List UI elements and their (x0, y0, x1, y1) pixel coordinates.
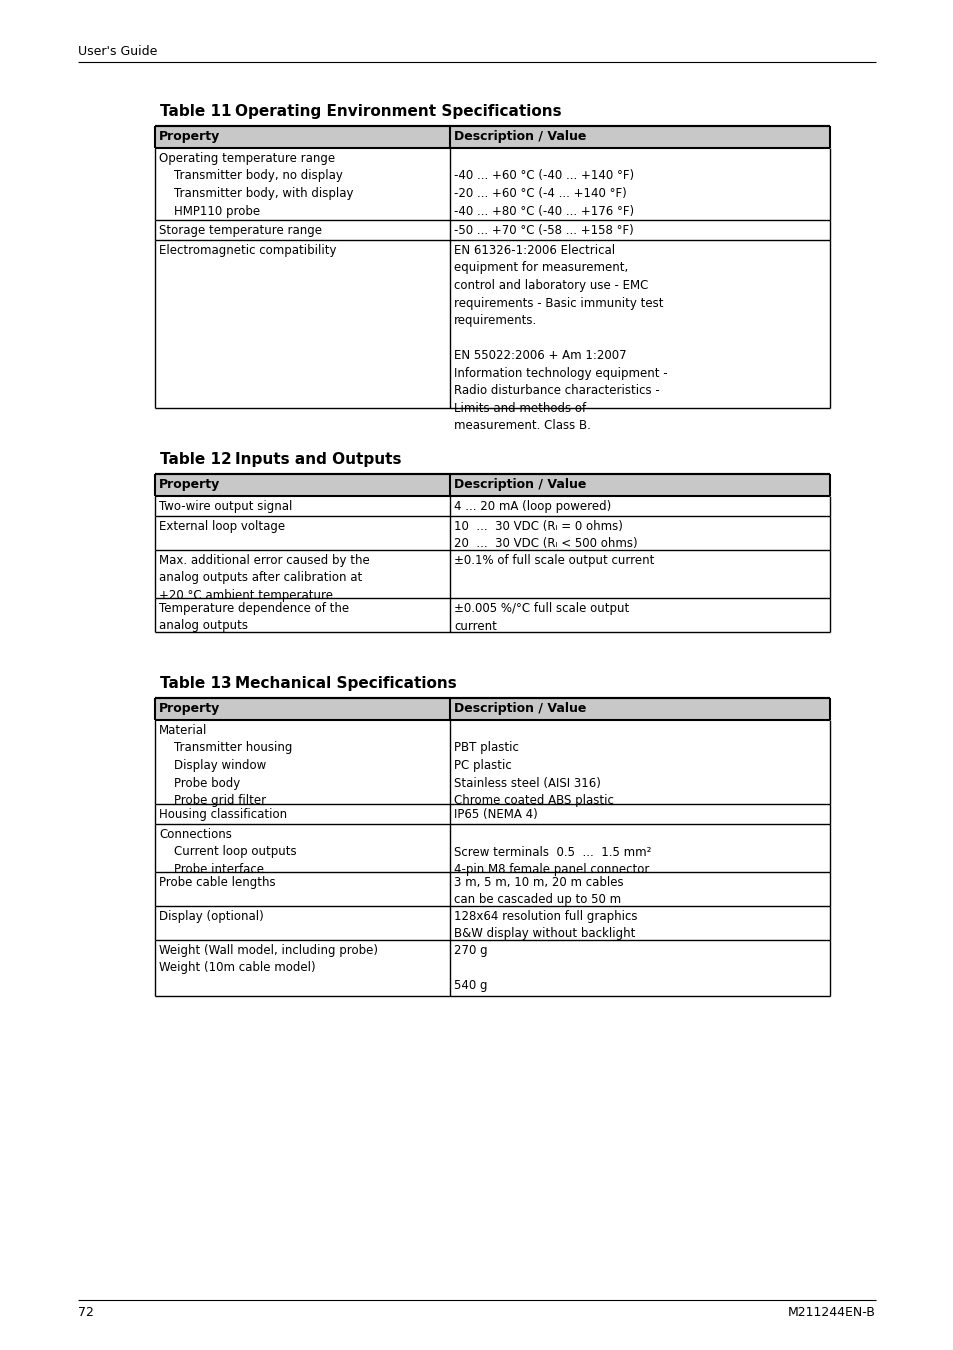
Text: EN 61326-1:2006 Electrical
equipment for measurement,
control and laboratory use: EN 61326-1:2006 Electrical equipment for… (454, 244, 667, 432)
Text: 128x64 resolution full graphics
B&W display without backlight: 128x64 resolution full graphics B&W disp… (454, 910, 637, 941)
Text: -50 ... +70 °C (-58 ... +158 °F): -50 ... +70 °C (-58 ... +158 °F) (454, 224, 633, 238)
Text: Operating temperature range
    Transmitter body, no display
    Transmitter bod: Operating temperature range Transmitter … (159, 153, 354, 217)
Text: -40 ... +60 °C (-40 ... +140 °F)
-20 ... +60 °C (-4 ... +140 °F)
-40 ... +80 °C : -40 ... +60 °C (-40 ... +140 °F) -20 ...… (454, 153, 634, 217)
Text: Table 12: Table 12 (160, 452, 232, 467)
Text: Property: Property (159, 478, 220, 491)
Text: Weight (Wall model, including probe)
Weight (10m cable model): Weight (Wall model, including probe) Wei… (159, 944, 377, 975)
Text: Connections
    Current loop outputs
    Probe interface: Connections Current loop outputs Probe i… (159, 828, 296, 876)
Text: 4 ... 20 mA (loop powered): 4 ... 20 mA (loop powered) (454, 500, 611, 513)
Text: Inputs and Outputs: Inputs and Outputs (234, 452, 401, 467)
Text: 3 m, 5 m, 10 m, 20 m cables
can be cascaded up to 50 m: 3 m, 5 m, 10 m, 20 m cables can be casca… (454, 876, 623, 906)
Text: Mechanical Specifications: Mechanical Specifications (234, 676, 456, 691)
Text: ±0.1% of full scale output current: ±0.1% of full scale output current (454, 554, 654, 567)
Text: Housing classification: Housing classification (159, 809, 287, 821)
Text: Table 13: Table 13 (160, 676, 232, 691)
Bar (154, 126, 829, 148)
Text: Operating Environment Specifications: Operating Environment Specifications (234, 104, 561, 119)
Bar (154, 698, 829, 720)
Text: Table 11: Table 11 (160, 104, 232, 119)
Text: ±0.005 %/°C full scale output
current: ±0.005 %/°C full scale output current (454, 602, 629, 633)
Text: Two-wire output signal: Two-wire output signal (159, 500, 292, 513)
Text: M211244EN-B: M211244EN-B (787, 1305, 875, 1319)
Text: Material
    Transmitter housing
    Display window
    Probe body
    Probe gri: Material Transmitter housing Display win… (159, 724, 292, 807)
Text: Max. additional error caused by the
analog outputs after calibration at
+20 °C a: Max. additional error caused by the anal… (159, 554, 370, 602)
Text: Electromagnetic compatibility: Electromagnetic compatibility (159, 244, 336, 256)
Text: Display (optional): Display (optional) (159, 910, 263, 923)
Text: 270 g

540 g: 270 g 540 g (454, 944, 487, 992)
Text: Probe cable lengths: Probe cable lengths (159, 876, 275, 890)
Text: Description / Value: Description / Value (454, 478, 586, 491)
Text: Screw terminals  0.5  ...  1.5 mm²
4-pin M8 female panel connector: Screw terminals 0.5 ... 1.5 mm² 4-pin M8… (454, 828, 651, 876)
Text: 72: 72 (78, 1305, 93, 1319)
Text: Storage temperature range: Storage temperature range (159, 224, 322, 238)
Text: External loop voltage: External loop voltage (159, 520, 285, 533)
Text: Description / Value: Description / Value (454, 702, 586, 716)
Text: PBT plastic
PC plastic
Stainless steel (AISI 316)
Chrome coated ABS plastic: PBT plastic PC plastic Stainless steel (… (454, 724, 613, 807)
Text: IP65 (NEMA 4): IP65 (NEMA 4) (454, 809, 537, 821)
Bar (154, 474, 829, 495)
Text: Property: Property (159, 130, 220, 143)
Text: 10  ...  30 VDC (Rₗ = 0 ohms)
20  ...  30 VDC (Rₗ < 500 ohms): 10 ... 30 VDC (Rₗ = 0 ohms) 20 ... 30 VD… (454, 520, 637, 551)
Text: Description / Value: Description / Value (454, 130, 586, 143)
Text: Temperature dependence of the
analog outputs: Temperature dependence of the analog out… (159, 602, 349, 633)
Text: User's Guide: User's Guide (78, 45, 157, 58)
Text: Property: Property (159, 702, 220, 716)
